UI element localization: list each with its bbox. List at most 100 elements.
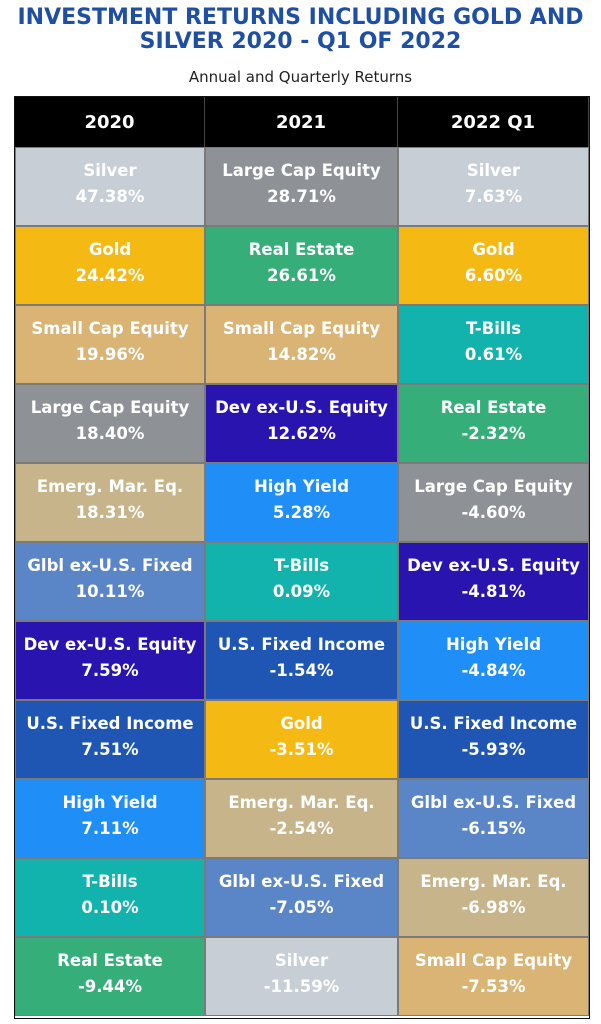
asset-class-label: High Yield	[62, 790, 157, 816]
return-cell: Silver 7.63%	[398, 147, 589, 226]
return-cell: High Yield 7.11%	[15, 779, 205, 858]
return-value-label: -6.98%	[461, 895, 525, 921]
return-cell: Small Cap Equity 14.82%	[205, 305, 398, 384]
return-cell: T-Bills 0.09%	[205, 542, 398, 621]
asset-class-label: Glbl ex-U.S. Fixed	[219, 869, 384, 895]
return-value-label: 12.62%	[267, 421, 336, 447]
column-header: 2022 Q1	[398, 97, 589, 147]
chart-subtitle: Annual and Quarterly Returns	[0, 68, 601, 86]
return-value-label: 18.31%	[76, 500, 145, 526]
return-value-label: -7.53%	[461, 974, 525, 1000]
asset-class-label: Silver	[275, 948, 328, 974]
return-cell: Glbl ex-U.S. Fixed 10.11%	[15, 542, 205, 621]
asset-class-label: T-Bills	[466, 316, 521, 342]
return-value-label: 7.59%	[81, 658, 138, 684]
return-cell: Small Cap Equity 19.96%	[15, 305, 205, 384]
asset-class-label: Real Estate	[57, 948, 163, 974]
asset-class-label: U.S. Fixed Income	[218, 632, 385, 658]
return-value-label: 7.11%	[81, 816, 138, 842]
return-value-label: -5.93%	[461, 737, 525, 763]
return-cell: Emerg. Mar. Eq. 18.31%	[15, 463, 205, 542]
return-value-label: -7.05%	[269, 895, 333, 921]
asset-class-label: Gold	[89, 237, 131, 263]
return-cell: Emerg. Mar. Eq. -2.54%	[205, 779, 398, 858]
return-cell: U.S. Fixed Income -5.93%	[398, 700, 589, 779]
chart-title: INVESTMENT RETURNS INCLUDING GOLD AND SI…	[0, 6, 601, 54]
return-value-label: -4.84%	[461, 658, 525, 684]
return-value-label: 18.40%	[76, 421, 145, 447]
return-value-label: 19.96%	[76, 342, 145, 368]
asset-class-label: Emerg. Mar. Eq.	[37, 474, 183, 500]
return-value-label: 6.60%	[465, 263, 522, 289]
asset-class-label: Large Cap Equity	[414, 474, 572, 500]
return-cell: Large Cap Equity 28.71%	[205, 147, 398, 226]
return-cell: Silver 47.38%	[15, 147, 205, 226]
return-cell: Small Cap Equity -7.53%	[398, 937, 589, 1016]
return-value-label: -4.60%	[461, 500, 525, 526]
return-value-label: 26.61%	[267, 263, 336, 289]
asset-class-label: Dev ex-U.S. Equity	[407, 553, 580, 579]
return-value-label: 24.42%	[76, 263, 145, 289]
return-value-label: 0.61%	[465, 342, 522, 368]
title-line-1: INVESTMENT RETURNS INCLUDING GOLD AND	[0, 6, 601, 30]
asset-class-label: Small Cap Equity	[415, 948, 572, 974]
return-cell: Real Estate -2.32%	[398, 384, 589, 463]
asset-class-label: Large Cap Equity	[31, 395, 189, 421]
return-cell: High Yield -4.84%	[398, 621, 589, 700]
returns-table: 2020 2021 2022 Q1 Silver 47.38% Large Cap Equ…	[14, 96, 590, 1019]
return-value-label: 10.11%	[76, 579, 145, 605]
return-cell: Gold -3.51%	[205, 700, 398, 779]
title-line-2: SILVER 2020 - Q1 OF 2022	[0, 30, 601, 54]
asset-class-label: Emerg. Mar. Eq.	[420, 869, 566, 895]
return-value-label: -3.51%	[269, 737, 333, 763]
asset-class-label: Large Cap Equity	[222, 158, 380, 184]
return-value-label: 28.71%	[267, 184, 336, 210]
asset-class-label: Silver	[467, 158, 520, 184]
return-cell: Large Cap Equity 18.40%	[15, 384, 205, 463]
asset-class-label: Real Estate	[441, 395, 547, 421]
asset-class-label: T-Bills	[82, 869, 137, 895]
return-value-label: -11.59%	[264, 974, 340, 1000]
asset-class-label: Dev ex-U.S. Equity	[215, 395, 388, 421]
return-cell: High Yield 5.28%	[205, 463, 398, 542]
asset-class-label: Silver	[83, 158, 136, 184]
return-value-label: 0.10%	[81, 895, 138, 921]
asset-class-label: Glbl ex-U.S. Fixed	[27, 553, 192, 579]
return-cell: Silver -11.59%	[205, 937, 398, 1016]
return-cell: Dev ex-U.S. Equity -4.81%	[398, 542, 589, 621]
return-value-label: -4.81%	[461, 579, 525, 605]
return-value-label: 47.38%	[76, 184, 145, 210]
return-value-label: -2.54%	[269, 816, 333, 842]
asset-class-label: High Yield	[254, 474, 349, 500]
return-cell: T-Bills 0.10%	[15, 858, 205, 937]
asset-class-label: Emerg. Mar. Eq.	[228, 790, 374, 816]
asset-class-label: Small Cap Equity	[31, 316, 188, 342]
asset-class-label: T-Bills	[274, 553, 329, 579]
return-cell: U.S. Fixed Income -1.54%	[205, 621, 398, 700]
return-value-label: -6.15%	[461, 816, 525, 842]
asset-class-label: U.S. Fixed Income	[26, 711, 193, 737]
return-value-label: 0.09%	[273, 579, 330, 605]
return-cell: Real Estate 26.61%	[205, 226, 398, 305]
return-cell: Emerg. Mar. Eq. -6.98%	[398, 858, 589, 937]
return-cell: Dev ex-U.S. Equity 7.59%	[15, 621, 205, 700]
asset-class-label: High Yield	[446, 632, 541, 658]
return-cell: Gold 24.42%	[15, 226, 205, 305]
return-cell: Glbl ex-U.S. Fixed -6.15%	[398, 779, 589, 858]
asset-class-label: Gold	[280, 711, 322, 737]
return-value-label: 7.63%	[465, 184, 522, 210]
return-value-label: -9.44%	[78, 974, 142, 1000]
return-value-label: 14.82%	[267, 342, 336, 368]
return-cell: Glbl ex-U.S. Fixed -7.05%	[205, 858, 398, 937]
asset-class-label: Small Cap Equity	[223, 316, 380, 342]
return-value-label: 5.28%	[273, 500, 330, 526]
asset-class-label: Glbl ex-U.S. Fixed	[411, 790, 576, 816]
return-value-label: -2.32%	[461, 421, 525, 447]
return-cell: Gold 6.60%	[398, 226, 589, 305]
asset-class-label: Gold	[472, 237, 514, 263]
asset-class-label: Dev ex-U.S. Equity	[24, 632, 197, 658]
return-value-label: 7.51%	[81, 737, 138, 763]
return-cell: T-Bills 0.61%	[398, 305, 589, 384]
return-value-label: -1.54%	[269, 658, 333, 684]
return-cell: Real Estate -9.44%	[15, 937, 205, 1016]
